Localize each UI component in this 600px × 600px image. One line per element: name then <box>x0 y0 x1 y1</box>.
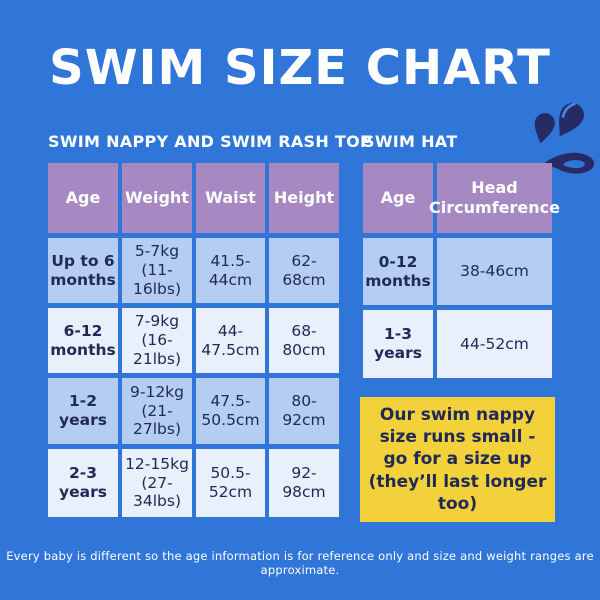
nappy-table-title: SWIM NAPPY AND SWIM RASH TOP <box>48 132 373 151</box>
table-cell-height: 68-80cm <box>269 308 339 373</box>
table-cell-waist: 47.5-50.5cm <box>196 378 265 444</box>
table-cell-age: 2-3 years <box>48 449 118 517</box>
hat-header-circumference: Head Circumference <box>429 163 560 233</box>
water-splash-icon <box>531 102 595 176</box>
nappy-size-table: Age Weight Waist Height Up to 6 months 5… <box>48 163 339 517</box>
sizing-note: Our swim nappy size runs small - go for … <box>360 397 555 522</box>
table-cell-weight: 7-9kg (16-21lbs) <box>122 308 192 373</box>
table-cell-circumference: 44-52cm <box>437 310 552 378</box>
sizing-note-text: Our swim nappy size runs small - go for … <box>368 405 547 514</box>
table-cell-height: 80-92cm <box>269 378 339 444</box>
table-cell-waist: 41.5-44cm <box>196 238 265 303</box>
hat-table-title: SWIM HAT <box>363 132 458 151</box>
table-cell-height: 92-98cm <box>269 449 339 517</box>
table-cell-age: 1-2 years <box>48 378 118 444</box>
table-cell-weight: 9-12kg (21-27lbs) <box>122 378 192 444</box>
table-cell-age: 1-3 years <box>363 310 433 378</box>
table-cell-waist: 50.5-52cm <box>196 449 265 517</box>
nappy-header-weight: Weight <box>122 163 192 233</box>
table-cell-age: Up to 6 months <box>48 238 118 303</box>
table-cell-circumference: 38-46cm <box>437 238 552 305</box>
table-cell-weight: 12-15kg (27-34lbs) <box>122 449 192 517</box>
table-cell-height: 62-68cm <box>269 238 339 303</box>
nappy-header-waist: Waist <box>196 163 265 233</box>
table-cell-age: 6-12 months <box>48 308 118 373</box>
nappy-header-age: Age <box>48 163 118 233</box>
table-cell-waist: 44-47.5cm <box>196 308 265 373</box>
table-cell-age: 0-12 months <box>363 238 433 305</box>
hat-header-age: Age <box>363 163 433 233</box>
nappy-header-height: Height <box>269 163 339 233</box>
table-cell-weight: 5-7kg (11-16lbs) <box>122 238 192 303</box>
page-title: SWIM SIZE CHART <box>49 40 551 96</box>
footer-disclaimer: Every baby is different so the age infor… <box>6 549 594 577</box>
hat-size-table: Age Head Circumference 0-12 months 38-46… <box>363 163 560 378</box>
